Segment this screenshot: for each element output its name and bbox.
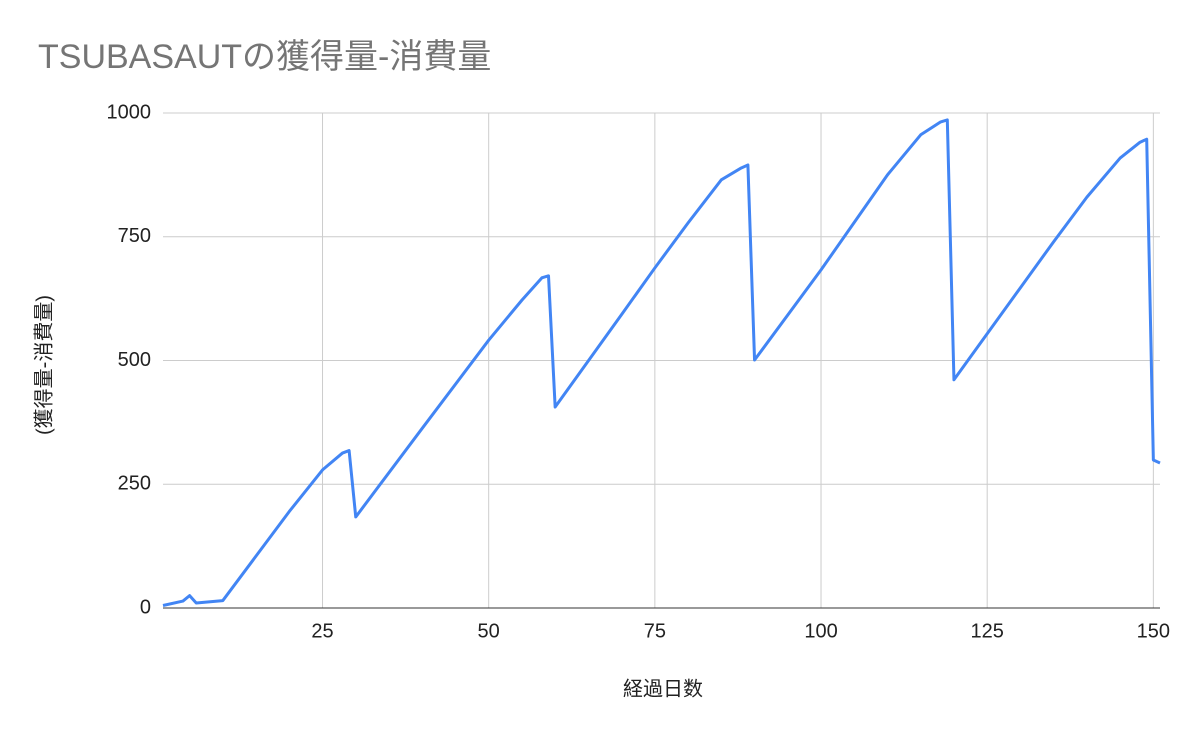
y-axis-label: (獲得量-消費量): [32, 295, 55, 435]
x-tick-label: 150: [1137, 620, 1170, 642]
x-axis-label: 経過日数: [623, 677, 703, 700]
x-tick-label: 25: [311, 620, 333, 642]
chart-title: TSUBASAUTの獲得量-消費量: [38, 38, 491, 76]
x-tick-label: 100: [804, 620, 837, 642]
y-tick-label: 0: [140, 596, 151, 618]
y-tick-label: 1000: [107, 101, 152, 123]
x-tick-label: 75: [644, 620, 666, 642]
data-line: [162, 118, 1161, 607]
y-tick-label: 750: [118, 225, 151, 247]
x-tick-label: 50: [478, 620, 500, 642]
x-tick-label: 125: [970, 620, 1003, 642]
y-tick-label: 250: [118, 473, 151, 495]
y-tick-label: 500: [118, 349, 151, 371]
